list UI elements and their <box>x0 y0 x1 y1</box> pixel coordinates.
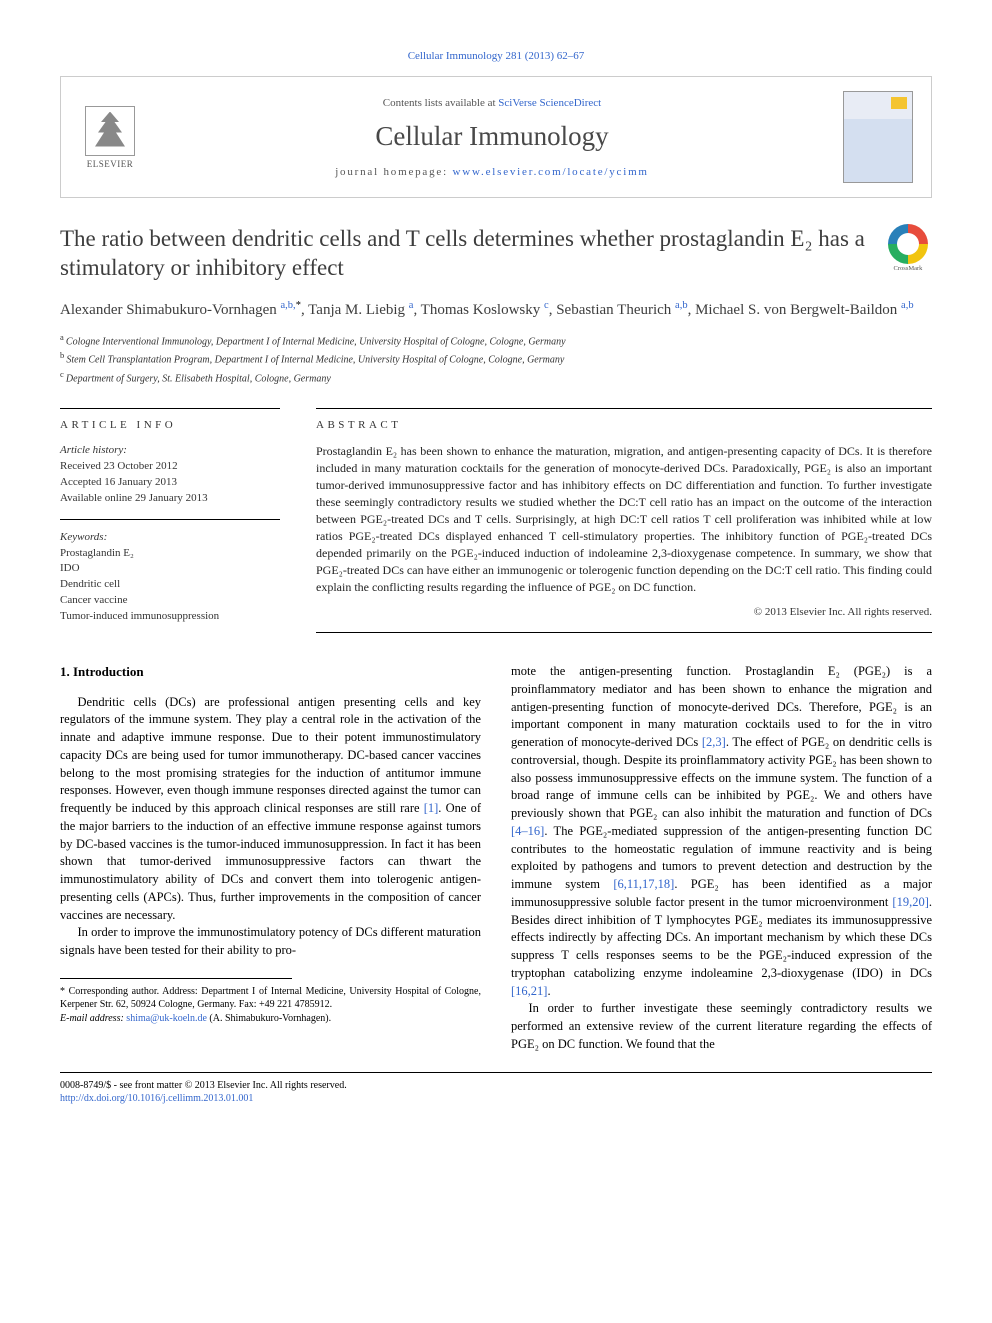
doi-link[interactable]: http://dx.doi.org/10.1016/j.cellimm.2013… <box>60 1093 253 1104</box>
crossmark-badge[interactable]: CrossMark <box>884 224 932 272</box>
online-date: Available online 29 January 2013 <box>60 491 280 507</box>
affiliation-line: c Department of Surgery, St. Elisabeth H… <box>60 368 932 386</box>
abstract-label: ABSTRACT <box>316 408 932 431</box>
citation-ref-2-3[interactable]: [2,3] <box>702 735 726 749</box>
received-date: Received 23 October 2012 <box>60 459 280 475</box>
journal-cover-thumbnail <box>843 91 913 183</box>
intro-paragraph-3: In order to further investigate these se… <box>511 1000 932 1053</box>
intro-paragraph-1-cont: mote the antigen-presenting function. Pr… <box>511 663 932 1000</box>
footnotes-block: * Corresponding author. Address: Departm… <box>60 985 481 1026</box>
citation-ref-4-16[interactable]: [4–16] <box>511 824 544 838</box>
article-history-label: Article history: <box>60 443 280 459</box>
abstract-column: ABSTRACT Prostaglandin E₂ has been shown… <box>316 408 932 633</box>
keywords-label: Keywords: <box>60 530 280 546</box>
citation-ref-16-21[interactable]: [16,21] <box>511 984 547 998</box>
article-info-column: ARTICLE INFO Article history: Received 2… <box>60 408 280 633</box>
top-citation: Cellular Immunology 281 (2013) 62–67 <box>60 50 932 62</box>
keyword-item: Cancer vaccine <box>60 593 280 609</box>
email-suffix: (A. Shimabukuro-Vornhagen). <box>207 1013 331 1024</box>
author-affiliation-marker: a,b <box>901 300 914 311</box>
sciencedirect-link[interactable]: SciVerse ScienceDirect <box>498 97 601 109</box>
contents-available-line: Contents lists available at SciVerse Sci… <box>141 97 843 109</box>
email-line: E-mail address: shima@uk-koeln.de (A. Sh… <box>60 1012 481 1026</box>
section-heading-introduction: 1. Introduction <box>60 663 481 681</box>
keyword-item: Prostaglandin E₂ <box>60 546 280 562</box>
author-affiliation-marker: a <box>409 300 414 311</box>
author-affiliation-marker: a,b <box>675 300 688 311</box>
intro-paragraph-1: Dendritic cells (DCs) are professional a… <box>60 694 481 925</box>
keyword-item: IDO <box>60 561 280 577</box>
crossmark-label: CrossMark <box>884 265 932 272</box>
front-matter-line: 0008-8749/$ - see front matter © 2013 El… <box>60 1079 347 1093</box>
citation-ref-6-11-17-18[interactable]: [6,11,17,18] <box>613 877 674 891</box>
body-column-right: mote the antigen-presenting function. Pr… <box>511 663 932 1054</box>
intro-paragraph-2: In order to improve the immunostimulator… <box>60 924 481 960</box>
email-label: E-mail address: <box>60 1013 126 1024</box>
body-two-column: 1. Introduction Dendritic cells (DCs) ar… <box>60 663 932 1054</box>
affiliations-list: a Cologne Interventional Immunology, Dep… <box>60 331 932 386</box>
corresponding-author-marker: * <box>296 300 301 311</box>
homepage-prefix: journal homepage: <box>335 166 452 178</box>
author: Alexander Shimabukuro-Vornhagen a,b,* <box>60 302 301 318</box>
body-column-left: 1. Introduction Dendritic cells (DCs) ar… <box>60 663 481 1054</box>
contents-prefix: Contents lists available at <box>383 97 498 109</box>
corresponding-email-link[interactable]: shima@uk-koeln.de <box>126 1013 207 1024</box>
author-affiliation-marker: a,b, <box>281 300 296 311</box>
affiliation-line: b Stem Cell Transplantation Program, Dep… <box>60 349 932 367</box>
abstract-text: Prostaglandin E₂ has been shown to enhan… <box>316 443 932 596</box>
citation-ref-19-20[interactable]: [19,20] <box>892 895 928 909</box>
article-title: The ratio between dendritic cells and T … <box>60 224 872 283</box>
affiliation-line: a Cologne Interventional Immunology, Dep… <box>60 331 932 349</box>
elsevier-logo: ELSEVIER <box>79 106 141 169</box>
journal-homepage-line: journal homepage: www.elsevier.com/locat… <box>141 166 843 178</box>
elsevier-logo-text: ELSEVIER <box>79 159 141 169</box>
citation-ref-1[interactable]: [1] <box>424 801 439 815</box>
author: Thomas Koslowsky c <box>421 302 549 318</box>
author: Tanja M. Liebig a <box>308 302 413 318</box>
keyword-item: Dendritic cell <box>60 577 280 593</box>
footer-meta: 0008-8749/$ - see front matter © 2013 El… <box>60 1079 932 1106</box>
author-affiliation-marker: c <box>544 300 549 311</box>
accepted-date: Accepted 16 January 2013 <box>60 475 280 491</box>
article-info-label: ARTICLE INFO <box>60 408 280 431</box>
author: Michael S. von Bergwelt-Baildon a,b <box>695 302 914 318</box>
journal-homepage-link[interactable]: www.elsevier.com/locate/ycimm <box>453 166 649 178</box>
authors-list: Alexander Shimabukuro-Vornhagen a,b,*, T… <box>60 299 932 321</box>
corresponding-author-note: * Corresponding author. Address: Departm… <box>60 985 481 1012</box>
keyword-item: Tumor-induced immunosuppression <box>60 609 280 625</box>
abstract-copyright: © 2013 Elsevier Inc. All rights reserved… <box>316 606 932 618</box>
journal-header-box: ELSEVIER Contents lists available at Sci… <box>60 76 932 198</box>
author: Sebastian Theurich a,b <box>556 302 687 318</box>
journal-name: Cellular Immunology <box>141 121 843 152</box>
